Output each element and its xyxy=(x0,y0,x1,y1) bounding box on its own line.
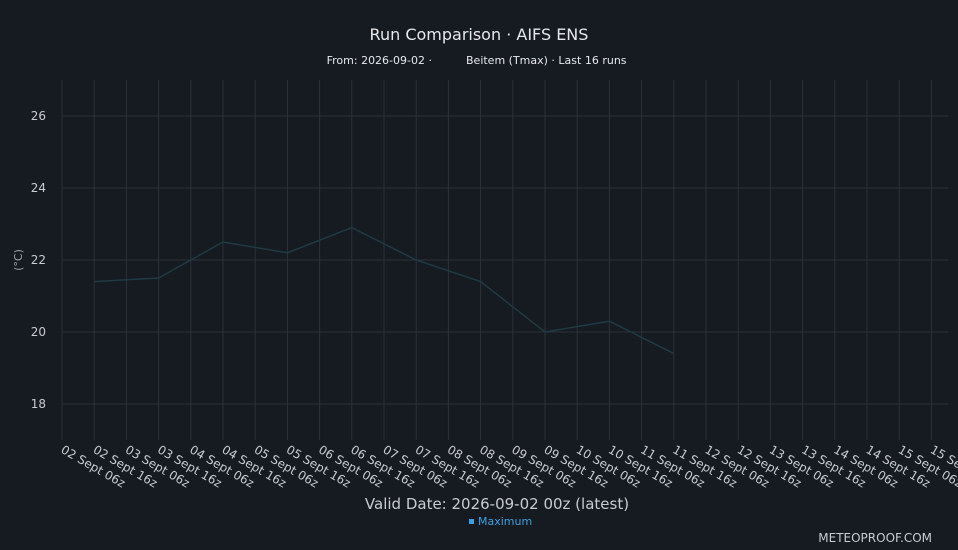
y-tick-label: 22 xyxy=(31,253,46,267)
legend-label[interactable]: Maximum xyxy=(478,515,532,528)
y-tick-label: 18 xyxy=(31,397,46,411)
x-axis-label: Valid Date: 2026-09-02 00z (latest) xyxy=(365,495,629,513)
chart-subtitle: From: 2026-09-02 · xyxy=(327,54,432,67)
chart-subtitle: Beitem (Tmax) · Last 16 runs xyxy=(466,54,627,67)
y-tick-label: 26 xyxy=(31,109,46,123)
legend-swatch xyxy=(469,519,474,524)
y-tick-label: 20 xyxy=(31,325,46,339)
chart-title: Run Comparison · AIFS ENS xyxy=(370,25,589,44)
y-tick-label: 24 xyxy=(31,181,46,195)
y-axis-label: (°C) xyxy=(12,249,25,271)
line-series xyxy=(94,226,675,355)
watermark: METEOPROOF.COM xyxy=(818,531,932,545)
